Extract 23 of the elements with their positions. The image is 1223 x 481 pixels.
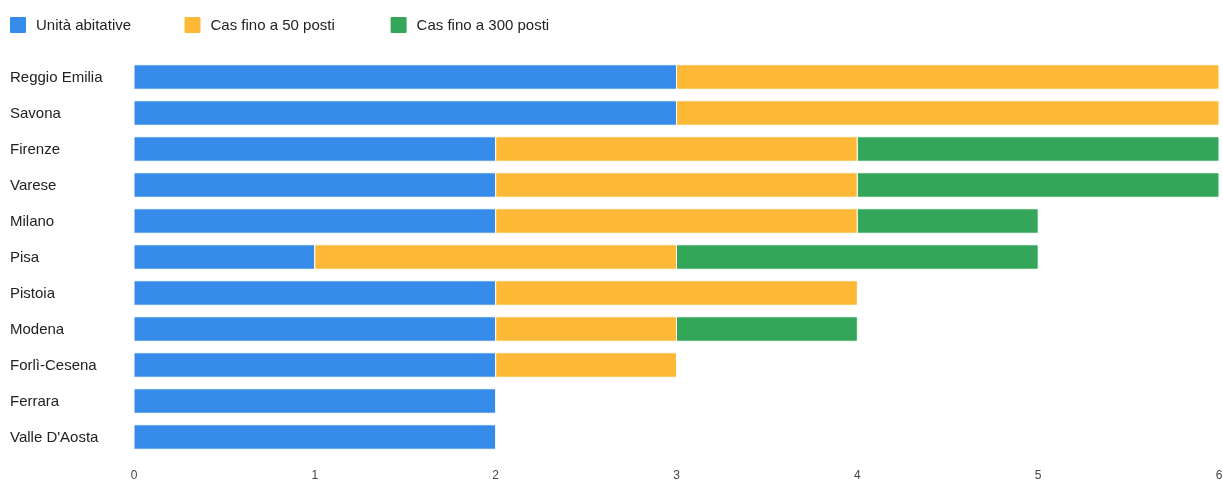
y-tick-label: Pisa <box>10 248 40 265</box>
x-tick-label: 3 <box>673 468 681 481</box>
x-tick-label: 6 <box>1215 468 1223 481</box>
y-tick-label: Ferrara <box>10 392 60 409</box>
y-tick-label: Milano <box>10 212 55 229</box>
y-tick-label: Firenze <box>10 140 61 157</box>
x-tick-label: 2 <box>492 468 500 481</box>
y-tick-label: Modena <box>10 320 65 337</box>
x-tick-label: 5 <box>1034 468 1042 481</box>
bar <box>133 388 497 414</box>
legend-label: Unità abitative <box>36 16 132 33</box>
y-tick-label: Valle D'Aosta <box>10 428 100 445</box>
legend-label: Cas fino a 50 posti <box>210 16 335 33</box>
legend-label: Cas fino a 300 posti <box>416 16 550 33</box>
y-tick-label: Reggio Emilia <box>10 68 104 85</box>
x-tick-label: 4 <box>853 468 861 481</box>
y-tick-label: Forlì-Cesena <box>10 356 98 373</box>
y-tick-label: Pistoia <box>10 284 56 301</box>
x-tick-label: 1 <box>311 468 319 481</box>
bar <box>133 424 497 450</box>
y-tick-label: Varese <box>10 176 57 193</box>
y-tick-label: Savona <box>10 104 62 121</box>
x-tick-label: 0 <box>130 468 138 481</box>
